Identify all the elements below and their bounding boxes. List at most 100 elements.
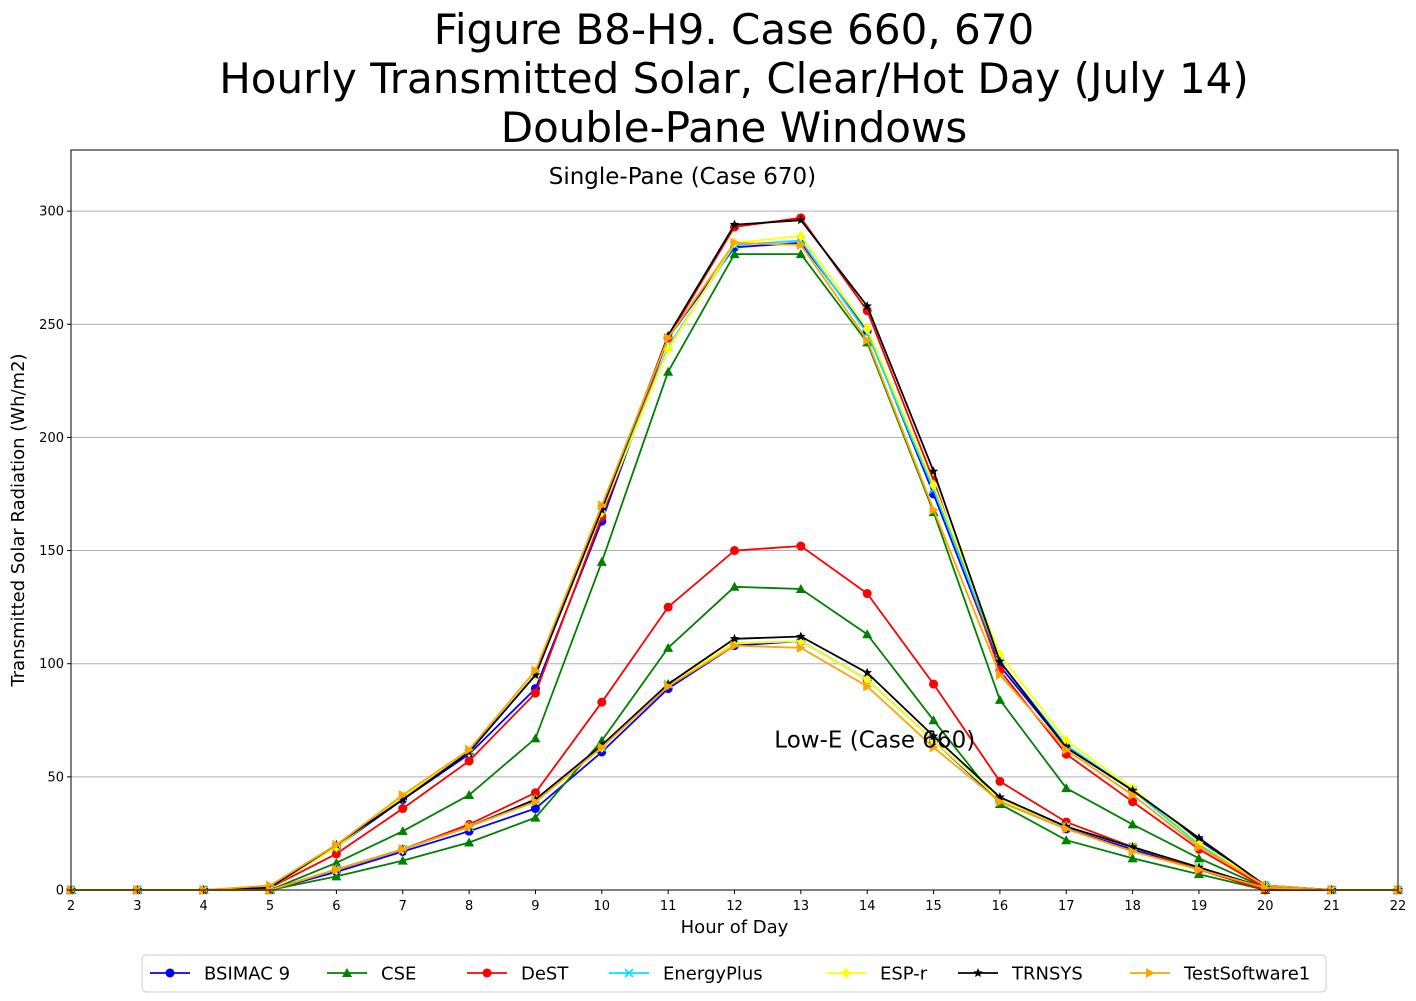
data-point-cse — [928, 715, 939, 725]
annotations: Single-Pane (Case 670) Low-E (Case 660) — [549, 164, 975, 753]
legend-label: DeST — [521, 964, 569, 985]
data-point-trnsys — [796, 215, 806, 225]
data-point-trnsys — [1194, 832, 1204, 842]
legend-marker — [342, 968, 352, 977]
legend-label: TestSoftware1 — [1183, 964, 1310, 985]
x-tick-label: 3 — [133, 899, 141, 914]
x-tick-label: 10 — [594, 899, 611, 914]
series-esp-r — [66, 230, 1403, 896]
data-point-testsoftware1 — [531, 665, 541, 676]
data-point-testsoftware1 — [730, 640, 740, 651]
data-point-trnsys — [1127, 785, 1138, 795]
data-point-testsoftware1 — [1194, 842, 1204, 853]
data-point-dest — [530, 788, 540, 798]
series-testsoftware1 — [67, 640, 1403, 895]
legend-label: CSE — [381, 964, 416, 985]
series-trnsys — [66, 631, 1403, 895]
data-point-cse — [795, 584, 806, 594]
data-point-testsoftware1 — [1062, 744, 1072, 755]
data-point-dest — [929, 679, 939, 689]
legend-marker — [482, 968, 492, 978]
series-line-bsimac-9 — [71, 241, 1398, 891]
legend-item-trnsys: TRNSYS — [958, 964, 1083, 985]
data-point-testsoftware1 — [1194, 864, 1204, 875]
series-energyplus — [66, 235, 1403, 895]
data-point-cse — [663, 642, 674, 652]
legend-marker — [973, 968, 983, 978]
x-tick-label: 22 — [1390, 899, 1407, 914]
legend-marker — [841, 967, 851, 979]
x-tick-label: 12 — [726, 899, 743, 914]
title-line-2: Hourly Transmitted Solar, Clear/Hot Day … — [219, 54, 1249, 103]
x-tick-label: 9 — [531, 899, 539, 914]
data-point-testsoftware1 — [863, 335, 873, 346]
data-point-trnsys — [928, 466, 939, 476]
data-point-esp-r — [929, 479, 938, 491]
data-point-cse — [397, 826, 408, 836]
series-line-energyplus — [71, 239, 1398, 891]
data-point-testsoftware1 — [796, 642, 806, 653]
x-tick-label: 2 — [67, 899, 75, 914]
data-point-cse — [1193, 853, 1204, 863]
data-point-cse — [1127, 819, 1138, 829]
data-point-testsoftware1 — [929, 504, 939, 515]
legend-label: BSIMAC 9 — [204, 964, 290, 985]
data-point-testsoftware1 — [465, 821, 475, 832]
data-point-trnsys — [729, 633, 740, 643]
y-tick-label: 250 — [39, 318, 64, 333]
legend-item-testsoftware1: TestSoftware1 — [1130, 964, 1310, 985]
data-point-testsoftware1 — [398, 789, 408, 800]
data-point-trnsys — [397, 794, 408, 804]
y-axis-ticks: 0 50 100 150 200 250 300 — [39, 205, 71, 899]
data-point-cse — [1127, 853, 1138, 863]
data-point-dest — [331, 849, 341, 859]
data-point-cse — [1061, 835, 1072, 845]
data-point-trnsys — [928, 731, 939, 741]
data-point-esp-r — [862, 674, 872, 686]
data-point-testsoftware1 — [995, 670, 1005, 681]
legend: BSIMAC 9 CSE DeST EnergyPlus ESP-r TRNSYS Test… — [141, 954, 1327, 993]
data-point-cse — [663, 366, 674, 376]
series-bsimac-9 — [66, 238, 1403, 895]
data-point-testsoftware1 — [796, 240, 806, 251]
data-point-testsoftware1 — [1062, 823, 1072, 834]
data-point-trnsys — [530, 670, 541, 680]
data-point-testsoftware1 — [1128, 846, 1138, 857]
data-point-testsoftware1 — [664, 681, 674, 692]
legend-label: EnergyPlus — [663, 964, 763, 985]
grid — [71, 210, 1398, 891]
y-tick-label: 300 — [39, 205, 64, 220]
x-tick-label: 5 — [266, 899, 274, 914]
x-tick-label: 21 — [1323, 899, 1340, 914]
data-point-dest — [663, 602, 673, 612]
legend-item-esp-r: ESP-r — [826, 964, 928, 985]
y-tick-label: 100 — [39, 657, 64, 672]
series-group-low-e — [66, 541, 1403, 896]
x-tick-label: 18 — [1124, 899, 1141, 914]
series-cse — [66, 249, 1403, 894]
legend-box — [141, 954, 1327, 993]
data-point-cse — [994, 694, 1005, 704]
series-energyplus — [66, 636, 1403, 895]
x-tick-label: 11 — [660, 899, 677, 914]
data-point-testsoftware1 — [465, 744, 475, 755]
legend-item-energyplus: EnergyPlus — [609, 964, 763, 985]
legend-marker — [1146, 968, 1155, 978]
series-line-testsoftware1 — [71, 241, 1398, 891]
data-point-testsoftware1 — [730, 237, 740, 248]
series-line-trnsys — [71, 219, 1398, 891]
data-point-testsoftware1 — [597, 742, 607, 753]
x-tick-label: 16 — [992, 899, 1009, 914]
data-point-dest — [796, 541, 806, 551]
data-point-trnsys — [729, 219, 740, 229]
x-axis-ticks: 2 3 4 5 6 7 8 9 10 11 12 13 14 15 16 17 18 19 20 21 22 — [67, 890, 1406, 914]
series-esp-r — [66, 635, 1403, 896]
y-tick-label: 150 — [39, 544, 64, 559]
title-line-1: Figure B8-H9. Case 660, 670 — [434, 5, 1034, 54]
title-line-3: Double-Pane Windows — [501, 103, 967, 152]
legend-label: ESP-r — [880, 964, 928, 985]
data-point-testsoftware1 — [332, 864, 342, 875]
data-point-cse — [729, 249, 740, 259]
